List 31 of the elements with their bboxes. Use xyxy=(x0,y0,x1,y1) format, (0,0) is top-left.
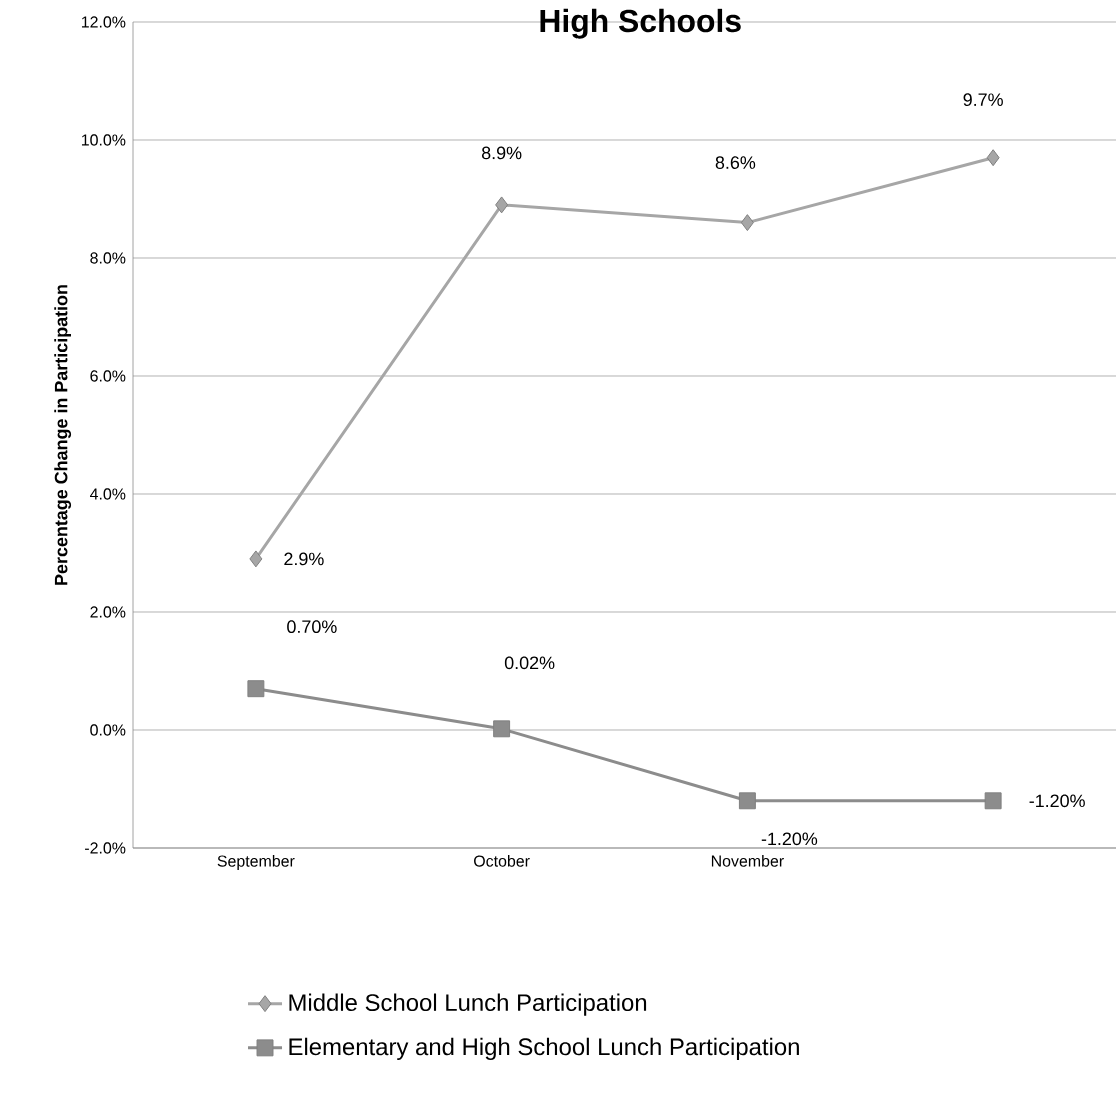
data-label: 0.02% xyxy=(504,656,555,670)
point xyxy=(738,792,756,810)
y-tick-label: 2.0% xyxy=(90,606,126,618)
data-label: 8.6% xyxy=(715,156,756,169)
y-tick-label: -2.0% xyxy=(85,842,126,854)
point xyxy=(493,720,511,738)
y-tick-label: 4.0% xyxy=(90,488,126,500)
x-tick-label: November xyxy=(711,855,784,867)
data-label: 9.7% xyxy=(963,93,1003,107)
data-label: 2.9% xyxy=(284,552,324,566)
x-tick-label: October xyxy=(474,855,530,867)
data-label: -1.20% xyxy=(1029,794,1085,808)
chart-title: High Schools xyxy=(540,8,741,39)
point xyxy=(495,196,509,214)
x-tick-label: September xyxy=(217,855,295,870)
data-label: 0.70% xyxy=(287,620,337,634)
y-tick-label: 8.0% xyxy=(90,252,126,264)
point xyxy=(249,550,263,568)
data-label: 8.9% xyxy=(481,146,522,160)
point xyxy=(984,792,1002,810)
legend-label: Middle School Lunch Participation xyxy=(289,993,647,1016)
point xyxy=(986,149,1000,167)
legend-label: Elementary and High School Lunch Participation xyxy=(289,1037,799,1061)
data-label: -1.20% xyxy=(761,832,818,846)
point xyxy=(740,214,754,232)
y-tick-label: 12.0% xyxy=(81,16,126,28)
y-tick-label: 6.0% xyxy=(90,370,126,382)
y-tick-label: 0.0% xyxy=(90,724,126,736)
y-tick-label: 10.0% xyxy=(81,134,126,146)
point xyxy=(247,680,265,698)
y-axis-title: Percentage Change in Participation xyxy=(54,285,72,585)
